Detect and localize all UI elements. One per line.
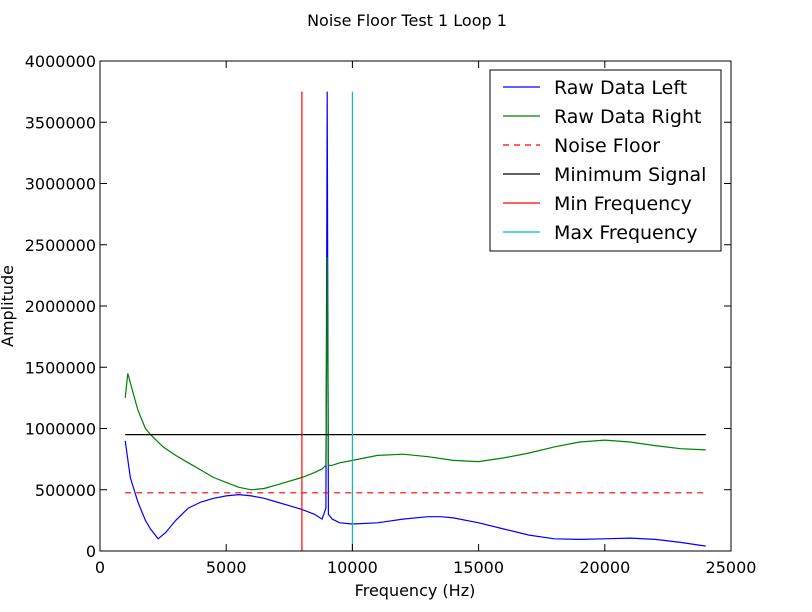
y-tick-label: 3000000 [25,175,96,194]
y-tick-label: 0 [86,542,96,561]
y-tick-label: 500000 [35,481,96,500]
x-tick-label: 25000 [706,558,757,577]
x-tick-label: 10000 [327,558,378,577]
series-layer [124,91,706,551]
legend-label-noise-floor: Noise Floor [554,135,660,157]
series-raw-data-right [124,256,706,491]
legend-label-min-frequency: Min Frequency [554,193,692,215]
legend-label-minimum-signal: Minimum Signal [554,164,706,186]
y-tick-label: 4000000 [25,52,96,71]
ticks-layer: 0 5000 10000 15000 20000 25000 0 500000 1000000 1… [25,52,757,577]
y-tick-label: 3500000 [25,113,96,132]
legend-box [489,69,722,252]
legend-label-raw-data-right: Raw Data Right [554,106,701,128]
x-tick-label: 20000 [579,558,630,577]
series-raw-data-left [124,91,706,547]
x-tick-label: 0 [95,558,105,577]
y-axis-label: Amplitude [0,265,17,347]
y-tick-label: 2000000 [25,297,96,316]
x-tick-label: 5000 [206,558,247,577]
x-axis-label: Frequency (Hz) [355,581,476,600]
chart-title: Noise Floor Test 1 Loop 1 [307,11,507,30]
x-tick-label: 15000 [453,558,504,577]
legend-label-raw-data-left: Raw Data Left [554,77,687,99]
legend-label-max-frequency: Max Frequency [554,222,697,244]
legend: Raw Data Left Raw Data Right Noise Floor Mi… [489,69,722,252]
y-tick-label: 2500000 [25,236,96,255]
y-tick-label: 1500000 [25,358,96,377]
y-tick-label: 1000000 [25,420,96,439]
